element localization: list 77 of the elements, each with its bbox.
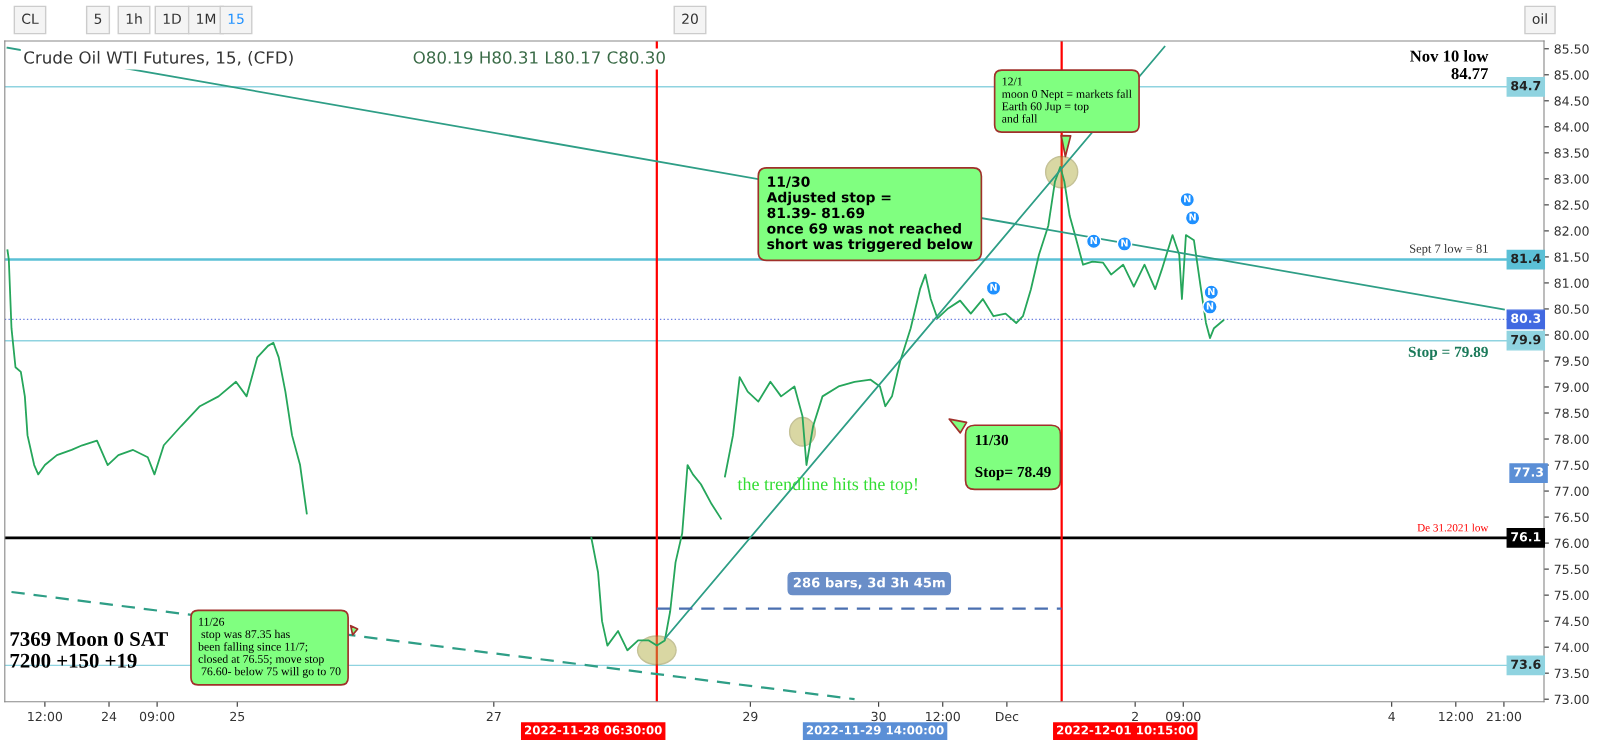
chart-subtitle: O80.19 H80.31 L80.17 C80.30 <box>413 51 665 64</box>
annotation: 81.4 <box>1511 253 1541 264</box>
annotation: 84.7 <box>1511 80 1541 91</box>
text: 20 <box>682 13 698 25</box>
annotation: 7369 Moon 0 SAT 7200 +150 +19 <box>10 631 168 668</box>
y-tick-label: 74.50 <box>1554 616 1589 627</box>
annotation: 11/30 Adjusted stop = 81.39- 81.69 once 69 was not reached short was triggered below <box>766 176 973 253</box>
y-tick-label: 84.00 <box>1554 122 1589 132</box>
x-tick-label: 24 <box>101 711 117 722</box>
ref-line-label: 2022-11-28 06:30:00 <box>524 725 662 735</box>
y-tick-label: 77.00 <box>1554 486 1589 496</box>
x-tick-label: 12:00 <box>28 711 63 722</box>
text: oil <box>1532 13 1547 25</box>
annotation: 77.3 <box>1514 467 1544 477</box>
text: 1h <box>126 13 142 24</box>
y-tick-label: 77.50 <box>1554 460 1589 470</box>
y-tick-label: 75.50 <box>1554 564 1589 575</box>
x-tick-label: 2 <box>1132 711 1138 722</box>
y-tick-label: 75.00 <box>1554 590 1589 601</box>
y-tick-label: 85.00 <box>1554 70 1589 80</box>
annotation: 80.3 <box>1511 313 1541 323</box>
annotation: N <box>1121 239 1128 247</box>
y-tick-label: 83.50 <box>1554 148 1589 158</box>
y-tick-label: 84.50 <box>1554 96 1589 106</box>
annotation: N <box>1206 302 1214 310</box>
y-tick-label: 78.00 <box>1554 434 1589 444</box>
y-tick-label: 79.00 <box>1554 382 1589 392</box>
x-tick-label: Dec <box>996 711 1019 722</box>
annotation: 73.6 <box>1511 659 1541 669</box>
text: 1M <box>197 13 216 24</box>
y-tick-label: 82.50 <box>1554 200 1589 210</box>
ref-line-label: Nov 10 low 84.77 <box>1410 50 1489 80</box>
y-tick-label: 76.50 <box>1554 512 1589 522</box>
ref-line-label: 2022-12-01 10:15:00 <box>1057 725 1194 735</box>
x-tick-label: 30 <box>871 711 886 722</box>
text: 11/30 Stop= 78.49 <box>975 434 1051 481</box>
text: Crude Oil WTI Futures, 15, (CFD) <box>24 50 293 66</box>
y-tick-label: 76.00 <box>1554 538 1589 549</box>
annotation: N <box>1208 287 1215 295</box>
x-tick-label: 21:00 <box>1486 711 1522 722</box>
x-tick-label: 29 <box>743 711 758 722</box>
ref-line-label: Stop = 79.89 <box>1408 346 1488 361</box>
y-tick-label: 80.50 <box>1554 304 1589 314</box>
annotation: N <box>1189 213 1196 221</box>
x-tick-label: 12:00 <box>926 711 960 722</box>
y-tick-label: 85.50 <box>1554 44 1589 54</box>
annotation: N <box>1184 195 1191 203</box>
text: 1D <box>163 13 181 24</box>
y-tick-label: 79.50 <box>1554 356 1589 366</box>
ref-line-label: De 31.2021 low <box>1417 523 1489 532</box>
x-tick-label: 4 <box>1388 711 1395 722</box>
annotation: 11/26 stop was 87.35 has been falling since 11/7; closed at 76.55; move stop 76.60- below 75 will go to 70 <box>198 617 341 678</box>
x-tick-label: 25 <box>230 711 245 722</box>
x-tick-label: 09:00 <box>1166 711 1201 722</box>
text: 15 <box>228 13 244 25</box>
y-tick-label: 73.00 <box>1554 694 1589 705</box>
annotation: N <box>1090 236 1097 244</box>
text: CL <box>22 13 39 25</box>
annotation: 76.1 <box>1511 532 1541 542</box>
y-tick-label: 83.00 <box>1554 174 1589 184</box>
ref-line-label: Sept 7 low = 81 <box>1410 244 1488 256</box>
annotation: 79.9 <box>1511 334 1541 345</box>
y-tick-label: 81.00 <box>1554 278 1589 288</box>
annotation: 286 bars, 3d 3h 45m <box>793 577 945 590</box>
y-tick-label: 81.50 <box>1554 252 1589 262</box>
annotation: N <box>990 283 997 291</box>
y-tick-label: 73.50 <box>1554 668 1589 679</box>
y-tick-label: 78.50 <box>1554 408 1589 418</box>
x-tick-label: 27 <box>486 711 501 722</box>
x-tick-label: 09:00 <box>139 711 175 722</box>
y-tick-label: 82.00 <box>1554 226 1589 236</box>
x-tick-label: 12:00 <box>1439 711 1473 722</box>
text: 2022-11-29 14:00:00 <box>806 725 944 735</box>
y-tick-label: 74.00 <box>1554 642 1589 653</box>
y-tick-label: 80.00 <box>1554 330 1589 340</box>
text: 5 <box>94 13 102 25</box>
annotation: 12/1 moon 0 Nept = markets fall Earth 60 Jup = top and fall <box>1001 77 1132 123</box>
